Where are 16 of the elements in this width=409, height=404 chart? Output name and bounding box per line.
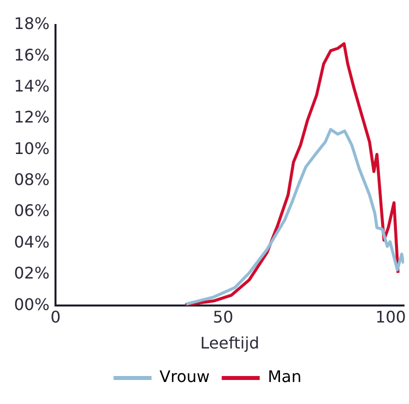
y-tick-label: 16%	[14, 45, 50, 64]
x-tick-label: 50	[212, 307, 234, 326]
x-tick-label: 0	[50, 307, 61, 326]
y-tick-label: 04%	[14, 232, 50, 252]
y-tick-label: 02%	[14, 264, 50, 283]
x-tick-label: 100	[375, 307, 406, 326]
x-axis-title: Leeftijd	[200, 334, 260, 353]
y-tick-label: 18%	[14, 14, 50, 34]
y-tick-label: 12%	[14, 108, 50, 127]
legend-label: Vrouw	[160, 367, 210, 386]
y-tick-label: 06%	[14, 201, 50, 220]
y-tick-label: 10%	[14, 138, 50, 158]
y-tick-label: 00%	[14, 294, 50, 314]
y-tick-label: 14%	[14, 76, 50, 96]
y-tick-label: 08%	[14, 170, 50, 190]
legend-label: Man	[268, 367, 302, 386]
